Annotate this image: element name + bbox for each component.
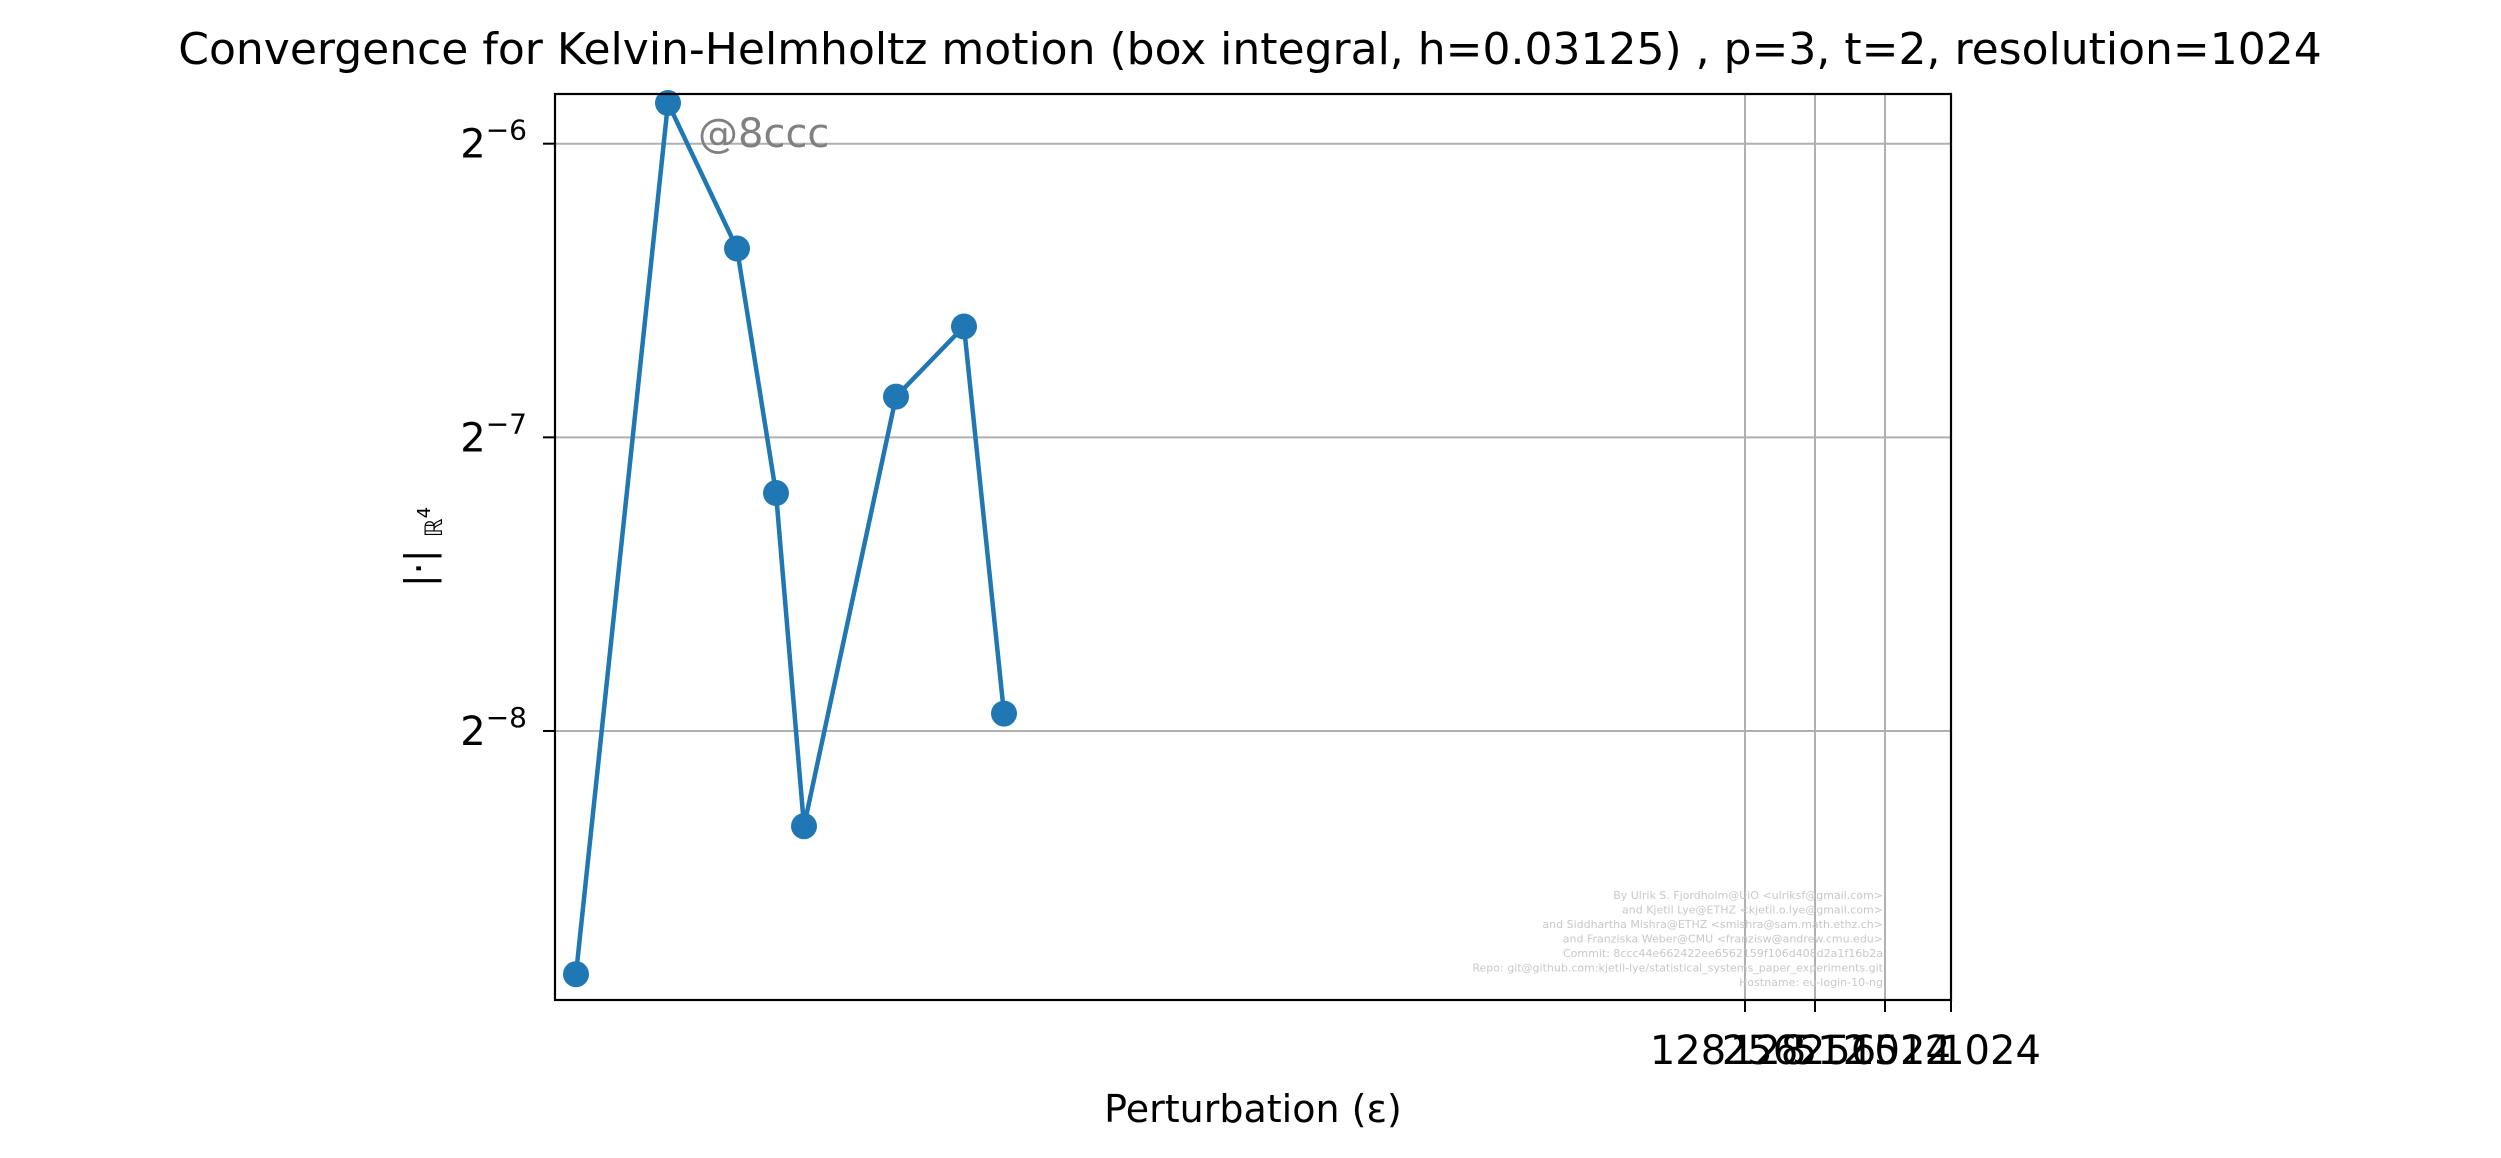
y-axis-label: |·| ℝ4 bbox=[397, 507, 448, 587]
x-tick-label: 128 bbox=[1650, 1028, 1726, 1074]
chart-title: Convergence for Kelvin-Helmholtz motion … bbox=[178, 24, 2321, 75]
x-axis-label: Perturbation (ε) bbox=[1104, 1087, 1402, 1131]
data-point bbox=[763, 480, 789, 507]
x-tick-label: 1024 bbox=[1939, 1028, 2041, 1074]
y-axis: 2−6 2−7 2−8 bbox=[460, 114, 555, 755]
x-tick-label: 1024 bbox=[1849, 1028, 1951, 1074]
x-tick-label: 256 bbox=[1722, 1028, 1798, 1074]
x-tick-label: 256 bbox=[1800, 1028, 1876, 1074]
x-tick-label: 512 bbox=[1792, 1028, 1868, 1074]
watermark-line: Repo: git@github.com:kjetil-lye/statisti… bbox=[1472, 962, 1883, 975]
data-point bbox=[724, 235, 750, 262]
watermark-line: Commit: 8ccc44e662422ee6562159f106d408d2… bbox=[1563, 947, 1883, 960]
plot-frame bbox=[553, 92, 1953, 1002]
y-tick-label: 2−6 bbox=[460, 114, 527, 168]
data-point bbox=[991, 700, 1017, 727]
y-axis-label-subscript: ℝ bbox=[420, 518, 448, 537]
watermark-line: and Kjetil Lye@ETHZ <kjetil.o.lye@gmail.… bbox=[1622, 904, 1883, 917]
watermark-line: By Ulrik S. Fjordholm@UiO <ulriksf@gmail… bbox=[1613, 889, 1883, 902]
series-line bbox=[573, 100, 1007, 975]
data-point bbox=[563, 961, 589, 988]
watermark-line: Hostname: eu-login-10-ng bbox=[1739, 976, 1883, 989]
grid-lines bbox=[555, 94, 1951, 1000]
y-tick-label: 2−7 bbox=[460, 407, 527, 461]
data-point bbox=[951, 313, 977, 340]
x-tick-label: 128 bbox=[1730, 1028, 1806, 1074]
y-axis-label-text: |·| bbox=[397, 549, 442, 587]
data-point bbox=[655, 90, 681, 117]
svg-text:|·| ℝ4: |·| ℝ4 bbox=[397, 507, 448, 587]
data-point bbox=[883, 383, 909, 410]
watermark-line: and Siddhartha Mishra@ETHZ <smishra@sam.… bbox=[1542, 918, 1883, 931]
data-series bbox=[563, 90, 1017, 988]
watermark-line: and Franziska Weber@CMU <franzisw@andrew… bbox=[1563, 933, 1883, 946]
x-tick-label: 512 bbox=[1874, 1028, 1950, 1074]
data-point bbox=[791, 813, 817, 840]
watermark: By Ulrik S. Fjordholm@UiO <ulriksf@gmail… bbox=[1472, 889, 1883, 989]
annotation-label: @8ccc bbox=[698, 111, 829, 157]
y-tick-label: 2−8 bbox=[460, 701, 527, 755]
